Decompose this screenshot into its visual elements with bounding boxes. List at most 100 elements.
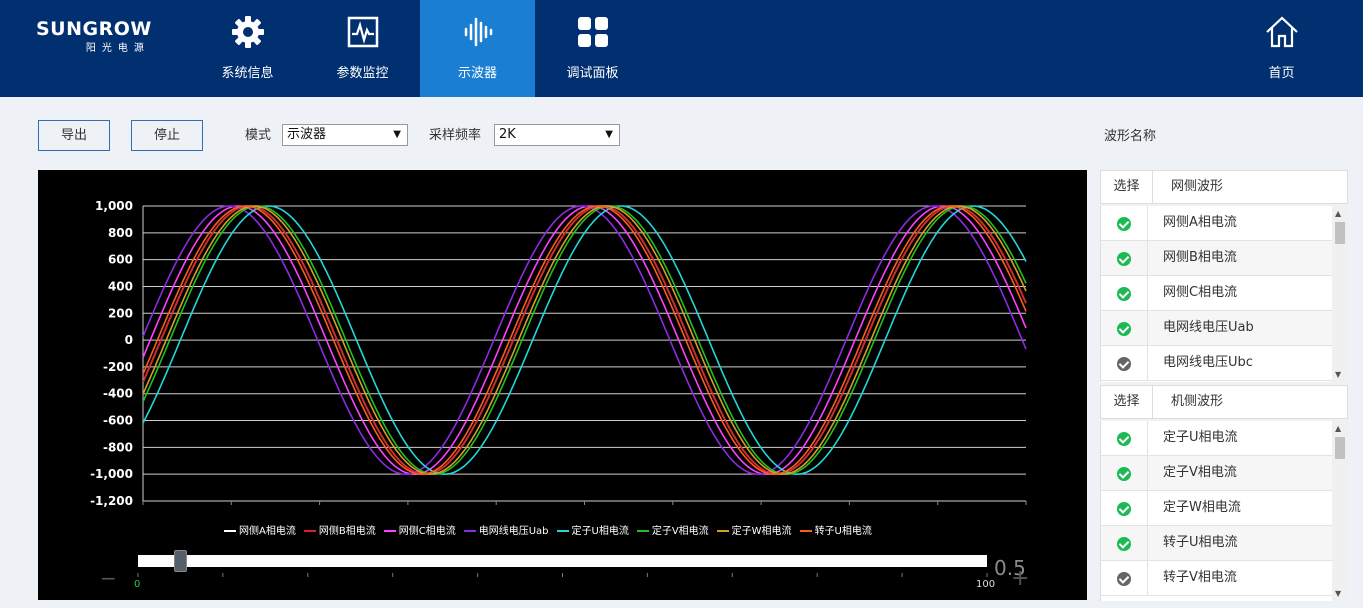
zoom-in-button[interactable]: + [1011, 566, 1030, 591]
y-tick-label: 800 [108, 226, 133, 240]
check-circle-icon[interactable] [1117, 357, 1131, 371]
check-circle-icon[interactable] [1117, 252, 1131, 266]
dropdown-arrow-icon: ▼ [605, 129, 613, 140]
group-name-header: 机侧波形 [1171, 394, 1224, 409]
legend-item[interactable]: 网侧A相电流 [224, 522, 296, 537]
list-item[interactable]: 网侧B相电流 [1101, 241, 1333, 276]
select-cell[interactable] [1101, 206, 1148, 240]
scroll-thumb[interactable] [1335, 437, 1345, 459]
legend-label: 定子U相电流 [571, 526, 629, 537]
legend-label: 定子W相电流 [731, 526, 792, 537]
nav-item-param-monitor[interactable]: 参数监控 [305, 0, 420, 97]
select-cell[interactable] [1101, 526, 1148, 560]
select-cell[interactable] [1101, 491, 1148, 525]
list-item[interactable]: 转子U相电流 [1101, 526, 1333, 561]
nav-label: 首页 [1268, 66, 1295, 81]
monitor-pulse-icon [347, 16, 378, 48]
check-circle-icon[interactable] [1117, 467, 1131, 481]
series-line-7 [142, 205, 1027, 476]
list-scrollbar[interactable]: ▲ ▼ [1332, 421, 1348, 601]
list-item[interactable]: 定子U相电流 [1101, 421, 1333, 456]
check-circle-icon[interactable] [1117, 322, 1131, 336]
legend-item[interactable]: 定子W相电流 [716, 522, 792, 537]
oscilloscope-chart[interactable]: 1,000 800 600 400 200 0 -200 -400 -600 -800 -1,000… [38, 170, 1087, 600]
waveform-name: 转子V相电流 [1163, 570, 1237, 585]
list-scrollbar[interactable]: ▲ ▼ [1332, 206, 1348, 382]
dropdown-arrow-icon: ▼ [393, 129, 401, 140]
slider-max-label: 100 [976, 579, 996, 590]
waveform-icon [464, 17, 492, 47]
select-cell[interactable] [1101, 421, 1148, 455]
list-item[interactable]: 定子V相电流 [1101, 456, 1333, 491]
select-cell[interactable] [1101, 346, 1148, 380]
scroll-up-arrow-icon[interactable]: ▲ [1335, 209, 1342, 218]
check-circle-icon[interactable] [1117, 537, 1131, 551]
scroll-down-arrow-icon[interactable]: ▼ [1335, 370, 1342, 379]
group-name-header: 网侧波形 [1171, 179, 1224, 194]
legend-label: 网侧B相电流 [318, 526, 376, 537]
y-tick-label: -1,000 [90, 467, 133, 481]
logo-text: SUNGROW [36, 18, 152, 40]
chart-canvas: 1,000 800 600 400 200 0 -200 -400 -600 -800 -1,000… [90, 199, 1027, 577]
select-cell[interactable] [1101, 561, 1148, 595]
select-cell[interactable] [1101, 311, 1148, 345]
list-item[interactable]: 电网线电压Ubc [1101, 346, 1333, 381]
waveform-name: 定子V相电流 [1163, 465, 1237, 480]
list-item[interactable]: 转子V相电流 [1101, 561, 1333, 596]
mode-select[interactable]: 示波器 ▼ [282, 124, 408, 146]
check-circle-icon[interactable] [1117, 572, 1131, 586]
y-tick-label: 0 [125, 333, 133, 347]
y-tick-label: -600 [103, 414, 133, 428]
check-circle-icon[interactable] [1117, 217, 1131, 231]
y-tick-label: 1,000 [95, 199, 133, 213]
series-line-5 [142, 205, 1027, 476]
check-circle-icon[interactable] [1117, 502, 1131, 516]
legend-label: 定子V相电流 [651, 526, 709, 537]
scroll-thumb[interactable] [1335, 222, 1345, 244]
time-slider-track[interactable] [138, 555, 987, 567]
y-tick-label: 400 [108, 279, 133, 293]
sample-rate-label: 采样频率 [429, 128, 482, 143]
legend-item[interactable]: 定子V相电流 [636, 522, 709, 537]
waveform-name: 定子W相电流 [1163, 500, 1241, 515]
sungrow-logo: SUNGROW 阳光电源 [36, 18, 152, 54]
scroll-down-arrow-icon[interactable]: ▼ [1335, 589, 1342, 598]
series-line-1 [142, 205, 1027, 476]
time-slider-handle[interactable] [174, 550, 187, 572]
check-circle-icon[interactable] [1117, 432, 1131, 446]
legend-item[interactable]: 网侧C相电流 [383, 522, 456, 537]
nav-item-system-info[interactable]: 系统信息 [190, 0, 305, 97]
nav-item-oscilloscope[interactable]: 示波器 [420, 0, 535, 97]
legend-item[interactable]: 转子U相电流 [799, 522, 872, 537]
zoom-out-button[interactable]: − [100, 566, 117, 590]
sample-rate-select[interactable]: 2K ▼ [494, 124, 620, 146]
check-circle-icon[interactable] [1117, 287, 1131, 301]
legend-item[interactable]: 网侧B相电流 [303, 522, 376, 537]
nav-label: 调试面板 [566, 66, 619, 81]
list-item[interactable]: 网侧C相电流 [1101, 276, 1333, 311]
legend-label: 电网线电压Uab [478, 526, 549, 537]
legend-item[interactable]: 电网线电压Uab [463, 522, 549, 537]
legend-item[interactable]: 定子U相电流 [556, 522, 629, 537]
select-cell[interactable] [1101, 456, 1148, 490]
list-item[interactable]: 定子W相电流 [1101, 491, 1333, 526]
waveform-name: 网侧C相电流 [1163, 285, 1238, 300]
waveform-name: 电网线电压Ubc [1163, 355, 1253, 370]
legend-swatch [383, 530, 396, 532]
nav-item-debug-panel[interactable]: 调试面板 [535, 0, 650, 97]
export-button[interactable]: 导出 [38, 120, 110, 151]
list-item[interactable]: 网侧A相电流 [1101, 206, 1333, 241]
select-cell[interactable] [1101, 241, 1148, 275]
y-tick-label: -200 [103, 360, 133, 374]
slider-min-label: 0 [134, 579, 141, 590]
list-item[interactable]: 电网线电压Uab [1101, 311, 1333, 346]
nav-item-home[interactable]: 首页 [1224, 0, 1339, 97]
series-line-6 [142, 205, 1027, 476]
home-icon [1265, 16, 1298, 48]
stop-button[interactable]: 停止 [131, 120, 203, 151]
select-cell[interactable] [1101, 276, 1148, 310]
scroll-up-arrow-icon[interactable]: ▲ [1335, 424, 1342, 433]
machine-waveform-header: 选择 机侧波形 [1100, 385, 1348, 419]
grid-waveform-header: 选择 网侧波形 [1100, 170, 1348, 204]
y-tick-label: -400 [103, 387, 133, 401]
